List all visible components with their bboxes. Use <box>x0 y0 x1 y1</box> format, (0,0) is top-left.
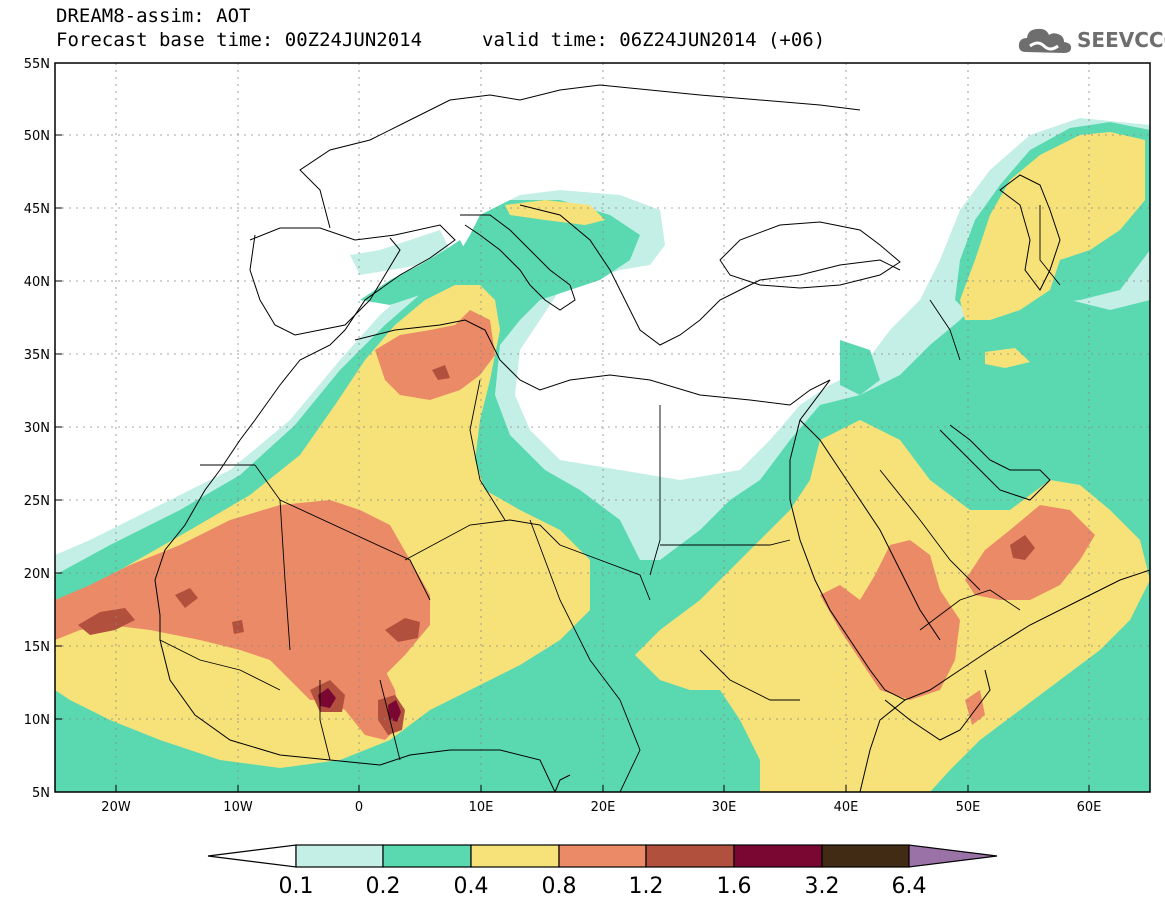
forecast-base-time: Forecast base time: 00Z24JUN2014 <box>56 29 423 51</box>
borders <box>159 205 1061 792</box>
colorbar: 0.1 0.2 0.4 0.8 1.2 1.6 3.2 6.4 <box>207 844 998 899</box>
lon-label: 10W <box>223 800 253 815</box>
lat-label: 15N <box>24 640 50 655</box>
lon-label: 0 <box>355 800 363 815</box>
colorbar-segment <box>733 844 823 868</box>
map-title: DREAM8-assim: AOT <box>56 5 251 27</box>
longitude-labels: 20W 10W 0 10E 20E 30E 40E 50E 60E <box>101 800 1101 815</box>
colorbar-label: 1.2 <box>629 874 664 899</box>
gridlines <box>55 63 1150 792</box>
colorbar-segment <box>382 844 472 868</box>
lat-label: 50N <box>24 129 50 144</box>
coastlines <box>154 84 1150 792</box>
lat-label: 25N <box>24 494 50 509</box>
axis-ticks <box>55 62 1090 793</box>
colorbar-label: 0.2 <box>366 874 401 899</box>
lon-label: 20E <box>591 800 616 815</box>
colorbar-segment <box>295 844 384 868</box>
lat-label: 55N <box>24 57 50 72</box>
aot-level-1.2 <box>78 365 1035 735</box>
lon-label: 30E <box>712 800 737 815</box>
colorbar-label: 0.8 <box>542 874 577 899</box>
colorbar-segment <box>558 844 647 868</box>
colorbar-segment <box>645 844 735 868</box>
colorbar-low-arrow <box>207 844 297 868</box>
aot-field <box>55 63 1150 792</box>
valid-time: valid time: 06Z24JUN2014 (+06) <box>482 29 826 51</box>
lat-label: 45N <box>24 202 50 217</box>
lat-label: 30N <box>24 421 50 436</box>
lat-label: 5N <box>32 786 50 801</box>
seevccc-logo: SEEVCCC <box>1016 22 1165 58</box>
colorbar-label: 1.6 <box>717 874 752 899</box>
latitude-labels: 55N 50N 45N 40N 35N 30N 25N 20N 15N 10N … <box>24 57 50 801</box>
colorbar-label: 6.4 <box>892 874 927 899</box>
aot-level-1.6 <box>318 688 401 722</box>
lat-label: 10N <box>24 713 50 728</box>
lat-label: 35N <box>24 348 50 363</box>
colorbar-segment <box>470 844 560 868</box>
colorbar-high-arrow <box>908 844 998 868</box>
logo-text: SEEVCCC <box>1077 28 1165 52</box>
lon-label: 40E <box>834 800 859 815</box>
lat-label: 40N <box>24 275 50 290</box>
lon-label: 50E <box>956 800 981 815</box>
lon-label: 60E <box>1077 800 1102 815</box>
lat-label: 20N <box>24 567 50 582</box>
lon-label: 10E <box>469 800 494 815</box>
lon-label: 20W <box>101 800 131 815</box>
cloud-icon <box>1018 28 1072 53</box>
colorbar-segment <box>821 844 910 868</box>
colorbar-label: 0.1 <box>279 874 314 899</box>
colorbar-label: 0.4 <box>454 874 489 899</box>
colorbar-label: 3.2 <box>805 874 840 899</box>
